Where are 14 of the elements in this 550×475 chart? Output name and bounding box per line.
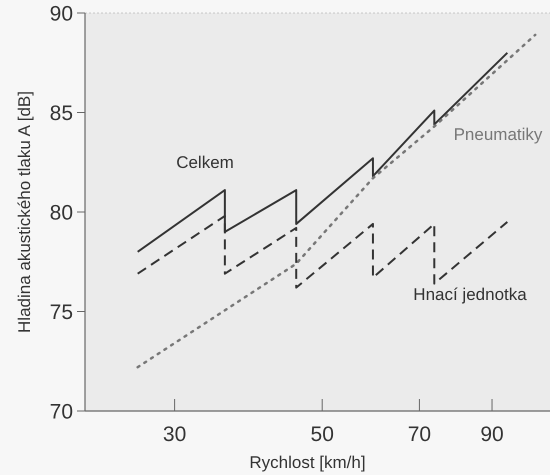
x-tick-label: 30	[162, 423, 186, 446]
x-axis-title: Rychlost [km/h]	[249, 453, 366, 472]
y-tick-label: 90	[50, 2, 73, 26]
x-tick-label: 50	[310, 423, 334, 446]
series-label: Pneumatiky	[454, 125, 543, 144]
x-tick-label: 90	[480, 423, 504, 446]
y-tick-label: 70	[50, 400, 73, 424]
y-tick-label: 80	[50, 201, 73, 224]
series-label: Celkem	[176, 153, 234, 172]
x-tick-label: 70	[408, 423, 432, 446]
y-axis-title: Hladina akustického tlaku A [dB]	[15, 91, 34, 333]
y-tick-label: 85	[50, 102, 73, 125]
series-label: Hnací jednotka	[413, 285, 528, 304]
y-tick-label: 75	[50, 300, 73, 324]
